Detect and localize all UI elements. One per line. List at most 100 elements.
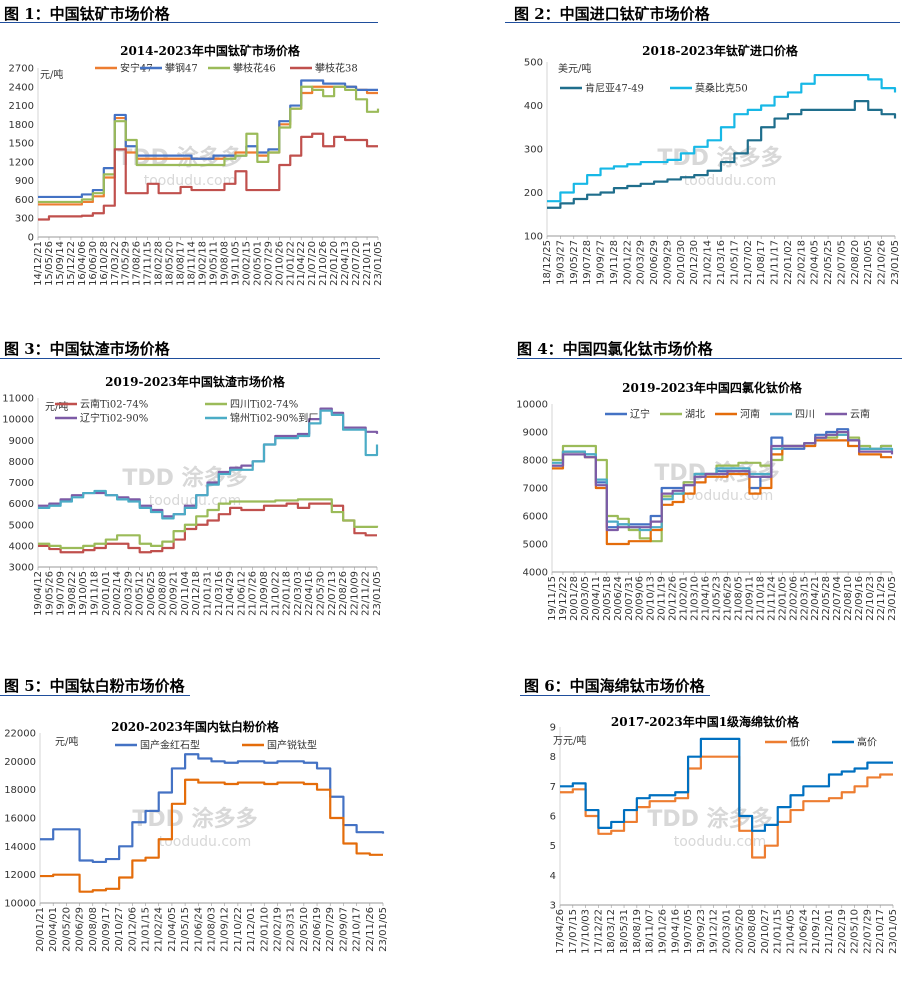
x-tick-label: 20/06/24: [613, 576, 624, 621]
x-tick-label: 22/03/31: [286, 907, 297, 952]
x-tick-label: 18/11/14: [187, 241, 198, 286]
x-tick-label: 19/08/08: [219, 241, 230, 286]
x-tick-label: 20/05/18: [602, 576, 613, 621]
x-tick-label: 15/12/22: [66, 241, 77, 286]
unit-label: 元/吨: [55, 735, 78, 748]
x-tick-label: 17/12/22: [593, 909, 604, 954]
x-tick-label: 22/09/16: [854, 576, 865, 621]
heading-underline: [0, 22, 378, 23]
x-tick-label: 17/11/15: [143, 241, 154, 286]
x-tick-label: 21/05/15: [180, 907, 191, 952]
x-tick-label: 22/10/26: [877, 240, 888, 285]
x-tick-label: 19/10/05: [78, 571, 89, 616]
chart-panel-titanium-slag: 图 3：中国钛渣市场价格 TDD 涂多多 toodudu.com 2019-2023年…: [0, 340, 385, 660]
x-tick-label: 20/10/27: [114, 907, 125, 952]
chart-panel-imported-titanium-ore: 图 2：中国进口钛矿市场价格 TDD 涂多多 toodudu.com 2018-202…: [505, 0, 903, 320]
series-line-3: [38, 409, 379, 520]
x-tick-label: 22/01/18: [282, 571, 293, 616]
x-tick-label: 19/04/12: [33, 571, 44, 616]
x-tick-label: 17/10/03: [581, 909, 592, 954]
x-tick-label: 19/12/12: [709, 909, 720, 954]
legend-label: 国产金红石型: [140, 739, 200, 752]
heading-underline: [520, 695, 710, 696]
x-tick-label: 23/01/05: [887, 576, 898, 621]
x-tick-label: 20/11/04: [180, 571, 191, 616]
x-tick-label: 22/01/10: [259, 907, 270, 952]
y-tick-label: 6: [550, 812, 556, 823]
y-tick-label: 5000: [9, 520, 34, 531]
legend-label: 云南Ti02-74%: [80, 398, 148, 411]
series-line-4: [552, 430, 894, 532]
figure-heading: 图 2：中国进口钛矿市场价格: [514, 5, 710, 23]
x-tick-label: 22/04/05: [810, 240, 821, 285]
x-tick-label: 21/03/16: [716, 240, 727, 285]
x-tick-label: 19/05/27: [569, 240, 580, 285]
legend-label: 莫桑比克50: [695, 83, 748, 95]
x-tick-label: 21/09/12: [811, 909, 822, 954]
x-tick-label: 21/11/24: [766, 576, 777, 621]
chart-title: 2014-2023年中国钛矿市场价格: [120, 43, 301, 58]
y-tick-label: 8000: [523, 456, 548, 467]
x-tick-label: 22/02/19: [837, 909, 848, 954]
x-tick-label: 15/09/14: [55, 241, 66, 286]
x-tick-label: 21/10/26: [318, 241, 329, 286]
y-tick-label: 6000: [523, 512, 548, 523]
x-tick-label: 23/01/05: [888, 909, 899, 954]
x-tick-label: 22/01/02: [783, 240, 794, 285]
legend-label: 辽宁: [630, 408, 650, 421]
x-tick-label: 20/10/26: [274, 241, 285, 286]
series-line-0: [547, 100, 897, 209]
x-tick-label: 21/10/22: [270, 571, 281, 616]
series-line-1: [40, 778, 383, 893]
x-tick-label: 20/05/01: [252, 241, 263, 286]
y-tick-label: 7: [550, 782, 556, 793]
series-line-2: [38, 85, 380, 204]
y-tick-label: 11000: [2, 394, 34, 405]
x-tick-label: 20/09/21: [169, 571, 180, 616]
x-tick-label: 22/10/23: [865, 576, 876, 621]
line-chart: TDD 涂多多toodudu.com2019-2023年中国四氯化钛价格4000…: [516, 380, 898, 621]
heading-underline: [517, 358, 902, 359]
x-tick-label: 20/12/26: [668, 576, 679, 621]
series-line-0: [38, 85, 378, 206]
series-line-1: [547, 73, 897, 203]
x-tick-label: 22/08/26: [338, 571, 349, 616]
x-tick-label: 20/07/29: [263, 241, 274, 286]
x-tick-label: 21/10/18: [755, 576, 766, 621]
y-tick-label: 300: [524, 145, 543, 156]
x-tick-label: 21/04/05: [167, 907, 178, 952]
y-tick-label: 8000: [9, 457, 34, 468]
line-chart: TDD 涂多多toodudu.com2019-2023年中国钛渣市场价格3000…: [2, 374, 383, 616]
x-tick-label: 21/03/16: [214, 571, 225, 616]
y-tick-label: 2400: [9, 82, 34, 93]
x-tick-label: 21/05/23: [712, 576, 723, 621]
legend-label: 辽宁Ti02-90%: [80, 412, 148, 425]
x-tick-label: 21/08/03: [207, 907, 218, 952]
x-tick-label: 19/05/11: [208, 241, 219, 286]
y-tick-label: 3: [550, 901, 556, 912]
series-line-0: [560, 755, 893, 859]
x-tick-label: 16/04/06: [77, 241, 88, 286]
y-tick-label: 100: [524, 232, 543, 243]
x-tick-label: 21/09/12: [220, 907, 231, 952]
legend-label: 高价: [857, 736, 877, 749]
x-tick-label: 20/10/30: [676, 240, 687, 285]
x-tick-label: 20/12/30: [689, 240, 700, 285]
x-tick-label: 20/05/20: [61, 907, 72, 952]
x-tick-label: 22/03/15: [799, 576, 810, 621]
x-tick-label: 22/06/19: [312, 907, 323, 952]
y-tick-label: 3000: [9, 563, 34, 574]
x-tick-label: 20/02/15: [241, 241, 252, 286]
x-tick-label: 20/03/29: [636, 240, 647, 285]
chart-title: 2018-2023年钛矿进口价格: [642, 43, 799, 58]
x-tick-label: 21/06/24: [798, 909, 809, 954]
x-tick-label: 20/12/18: [191, 571, 202, 616]
x-tick-label: 20/05/20: [734, 909, 745, 954]
x-tick-label: 22/07/29: [862, 909, 873, 954]
series-line-3: [38, 132, 378, 221]
series-line-1: [38, 498, 379, 550]
x-tick-label: 21/02/14: [703, 240, 714, 285]
x-tick-label: 20/04/11: [591, 576, 602, 621]
y-tick-label: 10000: [4, 899, 36, 910]
watermark-site: toodudu.com: [144, 173, 237, 189]
